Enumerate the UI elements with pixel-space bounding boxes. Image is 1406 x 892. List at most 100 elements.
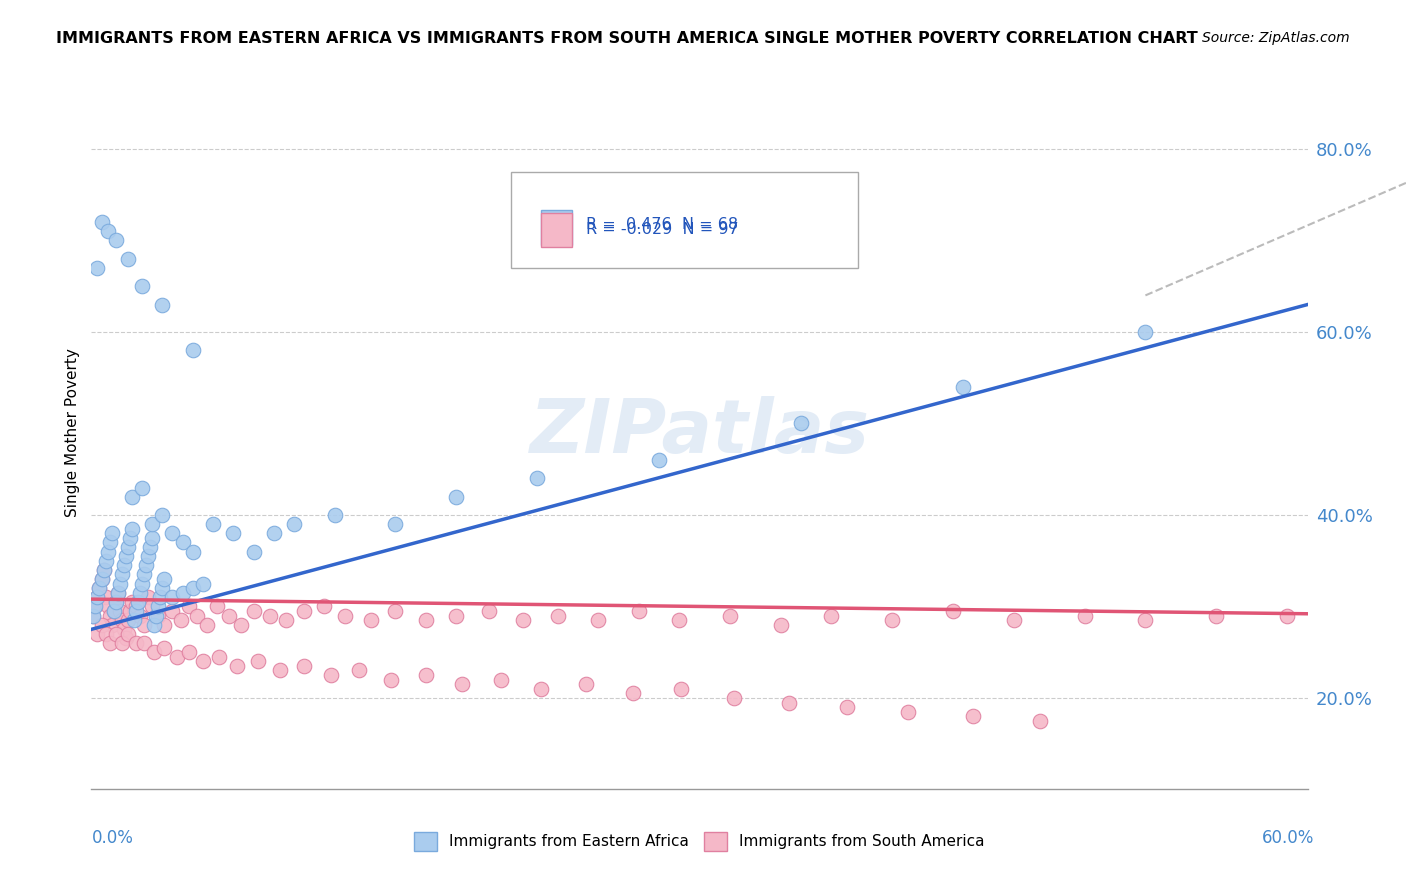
Point: [1277, 608, 1299, 623]
Point: [218, 608, 240, 623]
Point: [195, 617, 218, 632]
Point: [621, 686, 644, 700]
Point: [122, 613, 145, 627]
Point: [162, 526, 184, 541]
Point: [141, 531, 163, 545]
Point: [141, 517, 163, 532]
Point: [380, 673, 402, 687]
Point: [837, 700, 859, 714]
Point: [718, 608, 741, 623]
Point: [111, 567, 134, 582]
Point: [148, 608, 170, 623]
Point: [121, 595, 143, 609]
Point: [1135, 613, 1157, 627]
Point: [208, 649, 231, 664]
Point: [186, 608, 208, 623]
Point: [86, 591, 108, 605]
Point: [952, 380, 974, 394]
Point: [111, 636, 134, 650]
Point: [166, 649, 188, 664]
Point: [90, 215, 112, 229]
Point: [259, 608, 281, 623]
Point: [671, 681, 693, 696]
Point: [82, 608, 104, 623]
FancyBboxPatch shape: [510, 172, 858, 268]
Point: [90, 572, 112, 586]
Point: [1073, 608, 1095, 623]
Point: [880, 613, 903, 627]
Point: [444, 608, 467, 623]
Point: [242, 544, 264, 558]
Point: [84, 599, 107, 614]
Point: [118, 604, 141, 618]
Point: [778, 696, 800, 710]
FancyBboxPatch shape: [541, 213, 572, 247]
Point: [1029, 714, 1052, 728]
Point: [153, 617, 176, 632]
Point: [181, 544, 204, 558]
Point: [269, 664, 291, 678]
Point: [129, 608, 152, 623]
Point: [150, 297, 173, 311]
Point: [104, 595, 127, 609]
Point: [415, 613, 437, 627]
Point: [108, 576, 131, 591]
Text: ZIPatlas: ZIPatlas: [530, 396, 869, 469]
Text: IMMIGRANTS FROM EASTERN AFRICA VS IMMIGRANTS FROM SOUTH AMERICA SINGLE MOTHER PO: IMMIGRANTS FROM EASTERN AFRICA VS IMMIGR…: [56, 31, 1198, 46]
Point: [319, 668, 342, 682]
Point: [103, 604, 125, 618]
Point: [104, 234, 127, 248]
Point: [93, 563, 115, 577]
Point: [111, 613, 134, 627]
Point: [117, 540, 139, 554]
Text: R = -0.029  N = 97: R = -0.029 N = 97: [586, 222, 740, 237]
Point: [90, 617, 112, 632]
Point: [181, 581, 204, 595]
Point: [162, 591, 184, 605]
Point: [181, 343, 204, 358]
Point: [668, 613, 690, 627]
Point: [117, 627, 139, 641]
Point: [82, 599, 104, 614]
Point: [162, 604, 184, 618]
Point: [384, 604, 406, 618]
Point: [231, 617, 253, 632]
Point: [97, 599, 120, 614]
Point: [769, 617, 792, 632]
Point: [246, 654, 269, 668]
Point: [131, 576, 153, 591]
Point: [121, 522, 143, 536]
Point: [172, 535, 194, 549]
Point: [112, 558, 135, 573]
Point: [131, 279, 153, 293]
Text: 0.0%: 0.0%: [91, 829, 134, 847]
Text: R =  0.476  N = 68: R = 0.476 N = 68: [586, 217, 738, 232]
Point: [139, 540, 162, 554]
Point: [136, 591, 159, 605]
Point: [530, 681, 553, 696]
Text: 60.0%: 60.0%: [1263, 829, 1315, 847]
Point: [415, 668, 437, 682]
Point: [444, 490, 467, 504]
Point: [98, 535, 121, 549]
Point: [169, 613, 191, 627]
Point: [222, 526, 245, 541]
Point: [191, 576, 214, 591]
Point: [149, 591, 172, 605]
Point: [323, 508, 346, 522]
Point: [103, 604, 125, 618]
Point: [115, 632, 138, 646]
Point: [292, 659, 315, 673]
Point: [89, 581, 111, 595]
Point: [263, 526, 285, 541]
Point: [86, 591, 108, 605]
Point: [104, 595, 127, 609]
Point: [205, 599, 228, 614]
Point: [107, 585, 129, 599]
Point: [150, 508, 173, 522]
Point: [145, 608, 167, 623]
Point: [125, 604, 148, 618]
Point: [84, 599, 107, 614]
Point: [202, 517, 225, 532]
Point: [141, 599, 163, 614]
